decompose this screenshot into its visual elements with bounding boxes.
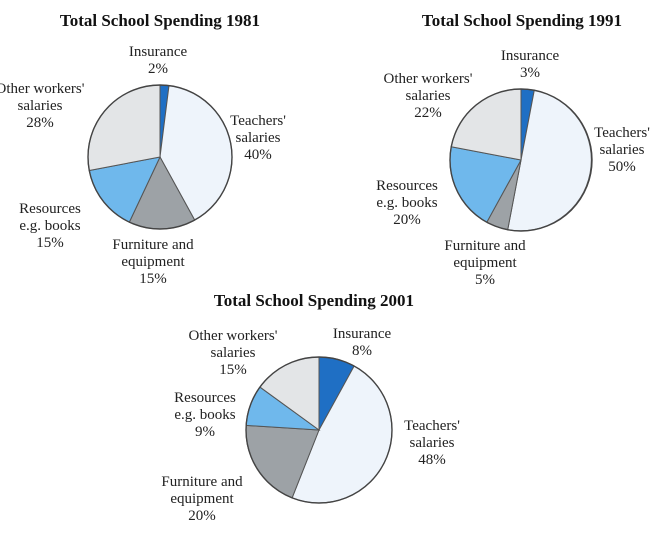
- slice-label-1981-other-workers-salaries: Other workers' salaries 28%: [0, 81, 85, 131]
- chart-title-1991: Total School Spending 1991: [422, 11, 622, 30]
- pie-outline-1991: [449, 88, 593, 232]
- slice-label-2001-teachers-salaries: Teachers' salaries 48%: [404, 418, 460, 468]
- slice-label-1981-furniture-and-equipment: Furniture and equipment 15%: [112, 237, 194, 287]
- slice-label-1981-resources-e-g-books: Resources e.g. books 15%: [19, 201, 81, 251]
- pie-chart-2001: Total School Spending 2001 Insurance 8% Te…: [161, 291, 460, 524]
- slice-label-1991-insurance: Insurance 3%: [501, 48, 560, 81]
- pie-chart-1991: Total School Spending 1991 Insurance 3% Te…: [376, 11, 650, 288]
- slice-label-2001-other-workers-salaries: Other workers' salaries 15%: [189, 328, 278, 378]
- chart-title-1981: Total School Spending 1981: [60, 11, 260, 30]
- slice-label-2001-resources-e-g-books: Resources e.g. books 9%: [174, 390, 236, 440]
- pie-outline-1981: [87, 84, 233, 230]
- pie-outline-2001: [245, 356, 393, 504]
- slice-label-2001-insurance: Insurance 8%: [333, 326, 392, 359]
- slice-label-1981-insurance: Insurance 2%: [129, 44, 188, 77]
- pie-slice-1981-other-workers-salaries: [87, 84, 161, 172]
- pie-chart-1981: Total School Spending 1981 Insurance 2% Te…: [0, 11, 286, 287]
- slice-label-1991-resources-e-g-books: Resources e.g. books 20%: [376, 178, 438, 228]
- slice-label-2001-furniture-and-equipment: Furniture and equipment 20%: [161, 474, 243, 524]
- slice-label-1981-teachers-salaries: Teachers' salaries 40%: [230, 113, 286, 163]
- slice-label-1991-teachers-salaries: Teachers' salaries 50%: [594, 125, 650, 175]
- slice-label-1991-furniture-and-equipment: Furniture and equipment 5%: [444, 238, 526, 288]
- chart-title-2001: Total School Spending 2001: [214, 291, 414, 310]
- slice-label-1991-other-workers-salaries: Other workers' salaries 22%: [384, 71, 473, 121]
